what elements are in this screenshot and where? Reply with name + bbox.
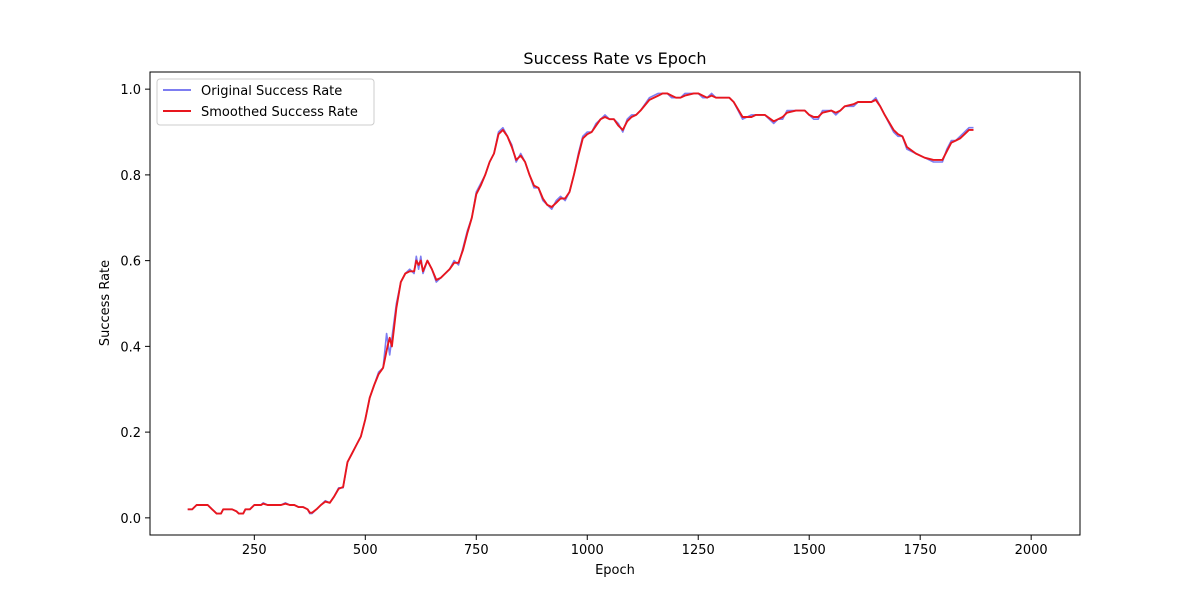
- y-tick-label: 0.4: [120, 340, 141, 355]
- y-axis-ticks: 0.0 0.2 0.4 0.6 0.8 1.0: [120, 83, 150, 527]
- series-line-smoothed: [187, 92, 974, 515]
- x-axis-ticks: 250 500 750 1000 1250 1500 1750 2000: [242, 535, 1048, 558]
- y-axis-label: Success Rate: [98, 260, 113, 346]
- x-tick-label: 1000: [571, 543, 604, 558]
- series-layer: [187, 92, 974, 515]
- x-tick-label: 500: [353, 543, 378, 558]
- x-axis-label: Epoch: [595, 563, 635, 578]
- y-tick-label: 0.2: [120, 426, 141, 441]
- legend-label-smoothed: Smoothed Success Rate: [201, 105, 358, 120]
- y-tick-label: 1.0: [120, 83, 141, 98]
- x-tick-label: 2000: [1015, 543, 1048, 558]
- chart-title: Success Rate vs Epoch: [523, 49, 706, 68]
- y-tick-label: 0.8: [120, 169, 141, 184]
- legend-label-original: Original Success Rate: [201, 84, 342, 99]
- plot-area: [149, 71, 1081, 536]
- x-tick-label: 1250: [682, 543, 715, 558]
- y-tick-label: 0.6: [120, 255, 141, 270]
- x-tick-label: 1750: [904, 543, 937, 558]
- legend-box: [156, 78, 375, 126]
- x-tick-label: 250: [242, 543, 267, 558]
- axes-frame: [149, 71, 1081, 536]
- x-tick-label: 1500: [793, 543, 826, 558]
- x-tick-label: 750: [464, 543, 489, 558]
- y-tick-label: 0.0: [120, 512, 141, 527]
- legend: Original Success Rate Smoothed Success R…: [156, 78, 375, 126]
